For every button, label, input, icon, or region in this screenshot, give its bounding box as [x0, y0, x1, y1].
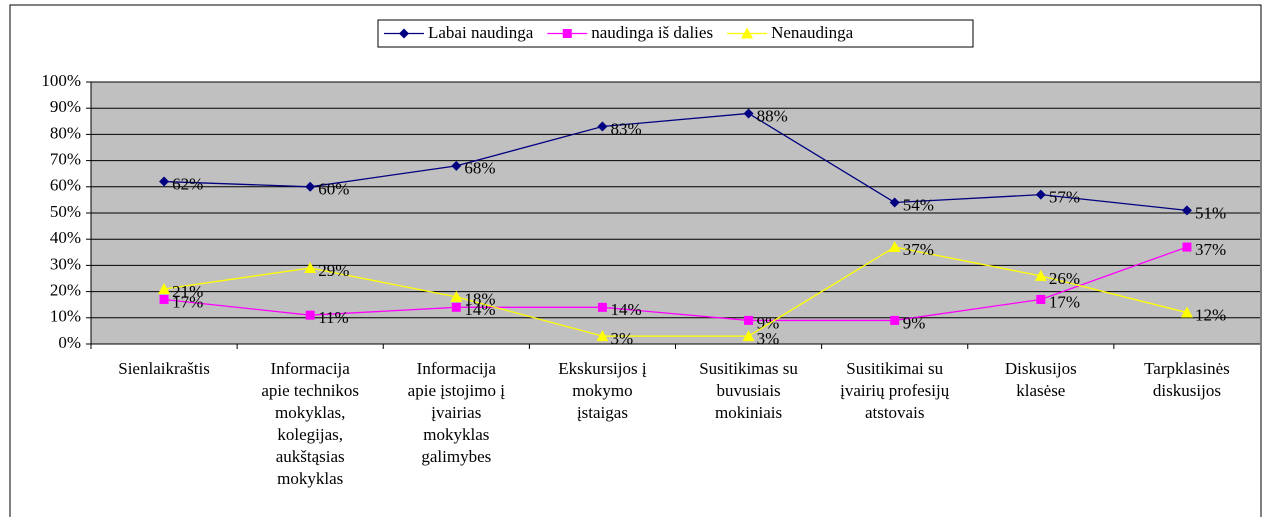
- marker: [158, 282, 171, 294]
- x-tick-label: Susitikimas su buvusiais mokiniais: [699, 359, 798, 422]
- series-line: [163, 246, 1188, 337]
- data-label: 17%: [1049, 292, 1080, 311]
- data-label: 54%: [903, 195, 934, 214]
- x-tick-label: Susitikimai su įvairių profesijų atstova…: [840, 359, 950, 422]
- marker: [1180, 306, 1193, 318]
- data-label: 11%: [318, 308, 349, 327]
- marker: [888, 241, 901, 253]
- marker: [741, 27, 754, 39]
- x-tick-label: Sienlaikraštis: [118, 359, 210, 378]
- data-label: 83%: [610, 119, 641, 138]
- chart-frame: [9, 4, 1262, 517]
- marker: [743, 108, 754, 119]
- data-label: 17%: [172, 292, 203, 311]
- marker: [304, 262, 317, 274]
- legend-label: naudinga iš dalies: [591, 23, 713, 42]
- y-tick-label: 70%: [50, 150, 81, 169]
- marker: [451, 160, 462, 171]
- x-tick-label: Informacija apie įstojimo į įvairias mok…: [407, 359, 505, 466]
- data-label: 29%: [318, 261, 349, 280]
- data-label: 21%: [172, 282, 203, 301]
- legend-label: Labai naudinga: [428, 23, 534, 42]
- y-tick-label: 0%: [58, 333, 81, 352]
- y-tick-label: 30%: [50, 254, 81, 273]
- marker: [1034, 269, 1047, 281]
- marker: [399, 28, 409, 39]
- data-label: 18%: [464, 290, 495, 309]
- data-label: 62%: [172, 174, 203, 193]
- x-tick-label: Ekskursijos į mokymo įstaigas: [558, 359, 647, 422]
- marker: [305, 181, 316, 192]
- data-label: 88%: [757, 106, 788, 125]
- marker: [597, 121, 608, 132]
- marker: [1181, 205, 1192, 216]
- x-tick-label: Informacija apie technikos mokyklas, kol…: [261, 359, 360, 488]
- legend-label: Nenaudinga: [771, 23, 854, 42]
- y-tick-label: 80%: [50, 123, 81, 142]
- y-tick-label: 60%: [50, 176, 81, 195]
- data-label: 3%: [757, 329, 780, 348]
- data-label: 60%: [318, 180, 349, 199]
- data-label: 3%: [610, 329, 633, 348]
- series-line: [163, 246, 1188, 322]
- marker: [305, 310, 315, 320]
- data-label: 9%: [903, 313, 926, 332]
- marker: [597, 302, 607, 312]
- data-label: 37%: [1195, 240, 1226, 259]
- marker: [1035, 189, 1046, 200]
- marker: [890, 315, 900, 325]
- data-label: 37%: [903, 240, 934, 259]
- marker: [596, 330, 609, 342]
- y-tick-label: 40%: [50, 228, 81, 247]
- x-tick-label: Tarpklasinės diskusijos: [1144, 359, 1230, 400]
- data-label: 26%: [1049, 269, 1080, 288]
- data-label: 14%: [610, 300, 641, 319]
- y-tick-label: 50%: [50, 202, 81, 221]
- marker: [450, 290, 463, 302]
- marker: [1182, 242, 1192, 252]
- marker: [744, 315, 754, 325]
- data-label: 57%: [1049, 188, 1080, 207]
- marker: [889, 197, 900, 208]
- series-line: [164, 112, 1188, 212]
- marker: [159, 294, 169, 304]
- y-tick-label: 20%: [50, 281, 81, 300]
- y-tick-label: 90%: [50, 97, 81, 116]
- marker: [159, 176, 170, 187]
- marker: [1036, 294, 1046, 304]
- y-tick-label: 100%: [41, 71, 81, 90]
- y-tick-label: 10%: [50, 307, 81, 326]
- data-label: 12%: [1195, 305, 1226, 324]
- marker: [742, 330, 755, 342]
- x-tick-label: Diskusijos klasėse: [1004, 359, 1077, 400]
- data-label: 51%: [1195, 203, 1226, 222]
- marker: [451, 302, 461, 312]
- data-label: 68%: [464, 159, 495, 178]
- legend-box: [377, 19, 974, 48]
- marker: [562, 29, 572, 38]
